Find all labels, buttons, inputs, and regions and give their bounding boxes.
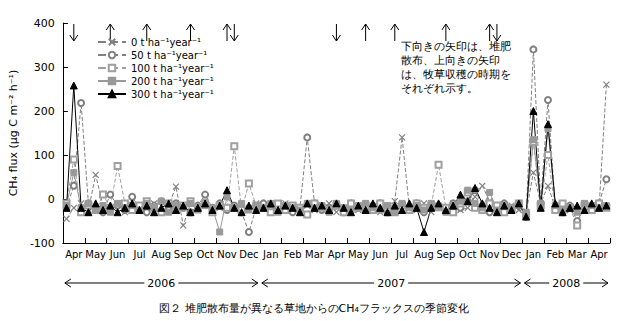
svg-text:は、牧草収穫の時期を: は、牧草収穫の時期を [401,68,511,81]
svg-text:0 t ha⁻¹year⁻¹: 0 t ha⁻¹year⁻¹ [131,37,201,48]
svg-text:Nov: Nov [480,249,500,260]
svg-text:Aug: Aug [152,249,172,260]
svg-text:Feb: Feb [284,249,302,260]
svg-text:Feb: Feb [546,249,564,260]
svg-text:Sep: Sep [174,249,193,260]
svg-text:Oct: Oct [459,249,476,260]
svg-text:May: May [348,249,369,260]
svg-text:0: 0 [48,193,55,206]
svg-text:Sep: Sep [436,249,455,260]
svg-text:2007: 2007 [377,277,405,290]
svg-text:Jan: Jan [525,249,541,260]
svg-text:300: 300 [34,61,55,74]
svg-text:Jul: Jul [395,249,408,260]
svg-text:2006: 2006 [147,277,175,290]
svg-text:Jun: Jun [109,249,126,260]
svg-text:CH₄ flux (μg C m⁻² h⁻¹): CH₄ flux (μg C m⁻² h⁻¹) [7,70,20,197]
svg-text:Mar: Mar [568,249,588,260]
svg-text:-100: -100 [30,237,55,250]
svg-text:400: 400 [34,17,55,30]
svg-text:Mar: Mar [305,249,325,260]
svg-text:Apr: Apr [590,249,608,260]
svg-text:Jun: Jun [371,249,388,260]
svg-text:Dec: Dec [239,249,258,260]
svg-text:Dec: Dec [502,249,521,260]
svg-text:図２ 堆肥散布量が異なる草地からのCH₄フラックスの季節変化: 図２ 堆肥散布量が異なる草地からのCH₄フラックスの季節変化 [159,302,469,315]
svg-text:200 t ha⁻¹year⁻¹: 200 t ha⁻¹year⁻¹ [131,76,214,87]
svg-text:Jul: Jul [132,249,145,260]
svg-text:2008: 2008 [552,277,580,290]
svg-text:100 t ha⁻¹year⁻¹: 100 t ha⁻¹year⁻¹ [131,63,214,74]
svg-text:Apr: Apr [328,249,346,260]
svg-text:Oct: Oct [196,249,213,260]
svg-text:200: 200 [34,105,55,118]
svg-text:Nov: Nov [217,249,237,260]
svg-text:May: May [85,249,106,260]
svg-text:Aug: Aug [414,249,434,260]
svg-text:Apr: Apr [65,249,83,260]
svg-text:100: 100 [34,149,55,162]
svg-text:Jan: Jan [262,249,278,260]
svg-text:下向きの矢印は、堆肥: 下向きの矢印は、堆肥 [401,40,511,53]
svg-text:50 t ha⁻¹year⁻¹: 50 t ha⁻¹year⁻¹ [131,50,207,61]
svg-text:それぞれ示す。: それぞれ示す。 [401,82,478,95]
svg-text:散布、上向きの矢印: 散布、上向きの矢印 [401,54,500,67]
svg-text:300 t ha⁻¹year⁻¹: 300 t ha⁻¹year⁻¹ [131,89,214,100]
